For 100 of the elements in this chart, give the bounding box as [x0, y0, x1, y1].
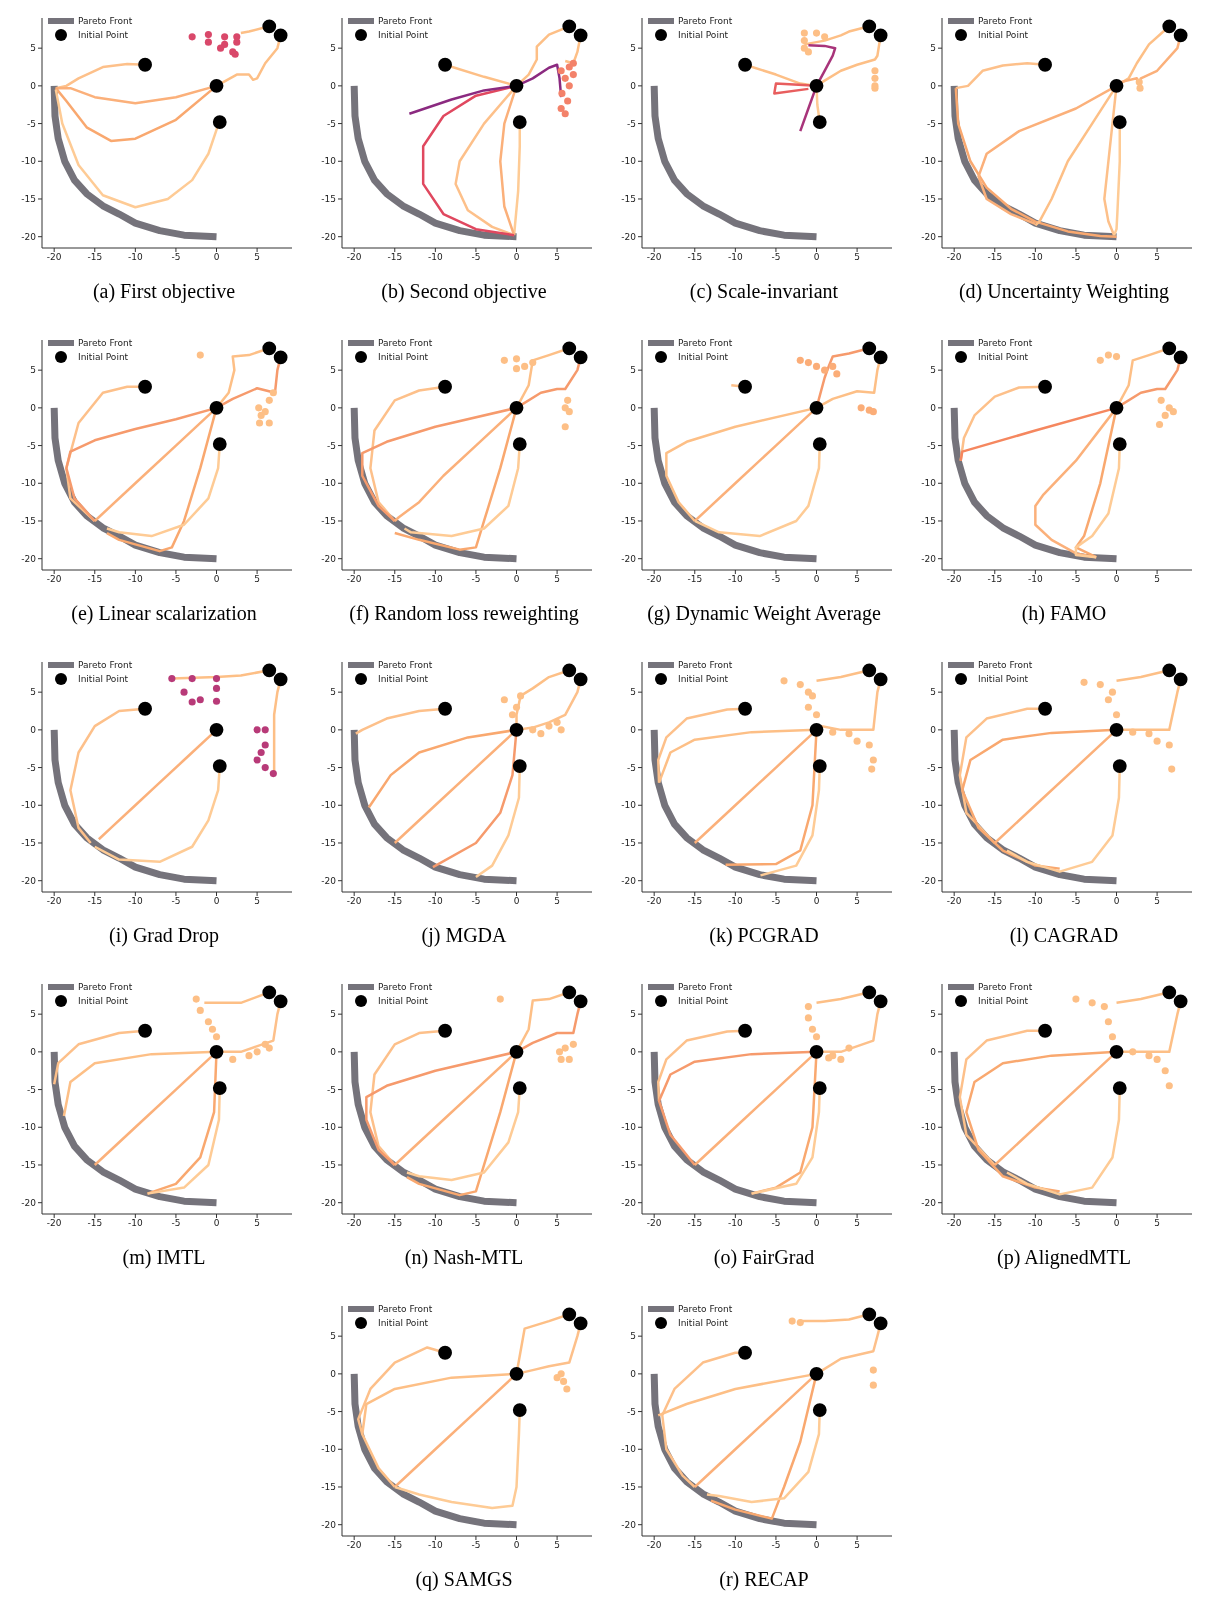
- y-tick-label: -5: [927, 1084, 936, 1095]
- x-tick-label: 5: [854, 1218, 860, 1229]
- x-tick-label: -20: [646, 252, 662, 263]
- x-tick-label: -20: [946, 1218, 962, 1229]
- x-axis-title: (j) MGDA: [420, 924, 508, 947]
- x-tick-label: -20: [46, 896, 62, 907]
- x-axis-title: (m) IMTL: [121, 1246, 207, 1269]
- y-tick-label: -20: [621, 1197, 637, 1208]
- x-tick-label: 5: [1154, 252, 1160, 263]
- y-tick-label: -10: [621, 800, 637, 811]
- y-tick-label: -5: [627, 762, 636, 773]
- x-axis-title: (q) SAMGS: [414, 1568, 514, 1591]
- y-tick-label: 0: [630, 1047, 637, 1058]
- legend-label: Initial Point: [678, 351, 729, 364]
- x-tick-label: -20: [346, 574, 362, 585]
- x-axis-title: (g) Dynamic Weight Average: [646, 602, 882, 625]
- y-tick-label: 5: [930, 365, 936, 376]
- y-tick-label: -5: [927, 440, 936, 451]
- y-tick-label: -15: [21, 516, 36, 527]
- x-tick-label: 5: [854, 574, 860, 585]
- y-tick-label: -15: [21, 1160, 36, 1171]
- y-tick-label: -15: [921, 838, 936, 849]
- y-tick-label: 0: [630, 1369, 637, 1380]
- y-tick-label: -5: [327, 762, 336, 773]
- x-axis-title: (b) Second objective: [380, 280, 548, 303]
- x-tick-label: -20: [346, 896, 362, 907]
- x-tick-label: 0: [813, 1540, 820, 1551]
- y-tick-label: -10: [921, 1122, 937, 1133]
- legend-label: Pareto Front: [678, 659, 733, 672]
- x-axis-title: (k) PCGRAD: [708, 924, 820, 947]
- x-tick-label: -20: [646, 896, 662, 907]
- y-tick-label: -20: [321, 875, 337, 886]
- y-tick-label: 5: [630, 43, 636, 54]
- legend-label: Initial Point: [78, 995, 129, 1008]
- y-tick-label: -5: [327, 1406, 336, 1417]
- x-tick-label: 0: [213, 574, 220, 585]
- y-tick-label: -15: [321, 516, 336, 527]
- x-tick-label: -20: [646, 1540, 662, 1551]
- y-tick-label: -10: [21, 478, 37, 489]
- x-tick-label: -15: [987, 1218, 1003, 1229]
- y-tick-label: -10: [621, 156, 637, 167]
- x-tick-label: -15: [687, 252, 703, 263]
- x-tick-label: -15: [87, 574, 103, 585]
- x-tick-label: -10: [1027, 574, 1043, 585]
- legend-label: Initial Point: [378, 351, 429, 364]
- y-tick-label: -10: [621, 478, 637, 489]
- y-tick-label: 0: [930, 81, 937, 92]
- x-tick-label: 5: [854, 896, 860, 907]
- x-tick-label: 5: [1154, 574, 1160, 585]
- legend-label: Initial Point: [678, 1317, 729, 1330]
- x-tick-label: 0: [813, 896, 820, 907]
- y-tick-label: 5: [30, 43, 36, 54]
- y-tick-label: 0: [930, 1047, 937, 1058]
- x-tick-label: 5: [854, 1540, 860, 1551]
- x-tick-label: -10: [1027, 252, 1043, 263]
- x-tick-label: 5: [254, 1218, 260, 1229]
- x-tick-label: -15: [687, 1218, 703, 1229]
- x-tick-label: -10: [127, 1218, 143, 1229]
- y-tick-label: -5: [627, 118, 636, 129]
- legend-label: Initial Point: [678, 673, 729, 686]
- y-tick-label: -10: [921, 800, 937, 811]
- y-tick-label: -15: [321, 194, 336, 205]
- y-tick-label: 0: [630, 725, 637, 736]
- x-tick-label: -20: [346, 1540, 362, 1551]
- x-tick-label: -20: [646, 574, 662, 585]
- legend-label: Pareto Front: [378, 1303, 433, 1316]
- legend-label: Pareto Front: [378, 15, 433, 28]
- x-tick-label: 5: [554, 1218, 560, 1229]
- x-tick-label: -10: [427, 1540, 443, 1551]
- y-tick-label: 5: [330, 1009, 336, 1020]
- x-tick-label: -15: [687, 1540, 703, 1551]
- x-tick-label: 0: [513, 574, 520, 585]
- x-axis-title: (p) AlignedMTL: [996, 1246, 1132, 1269]
- y-tick-label: 0: [330, 1369, 337, 1380]
- y-tick-label: -10: [621, 1444, 637, 1455]
- x-tick-label: -15: [387, 574, 403, 585]
- y-tick-label: 5: [330, 687, 336, 698]
- y-tick-label: -15: [321, 1160, 336, 1171]
- y-tick-label: -5: [927, 118, 936, 129]
- x-tick-label: -10: [727, 1540, 743, 1551]
- x-tick-label: 5: [554, 574, 560, 585]
- x-tick-label: 0: [513, 1218, 520, 1229]
- x-tick-label: -15: [987, 896, 1003, 907]
- y-tick-label: 5: [630, 1331, 636, 1342]
- x-axis-title: (c) Scale-invariant: [688, 280, 840, 303]
- legend-label: Pareto Front: [678, 337, 733, 350]
- y-tick-label: 5: [30, 687, 36, 698]
- legend-label: Pareto Front: [78, 981, 133, 994]
- x-tick-label: 0: [513, 252, 520, 263]
- legend-label: Initial Point: [78, 673, 129, 686]
- y-tick-label: -15: [921, 516, 936, 527]
- x-axis-title: (l) CAGRAD: [1008, 924, 1120, 947]
- x-axis-title: (a) First objective: [91, 280, 237, 303]
- x-tick-label: -10: [427, 896, 443, 907]
- legend-label: Pareto Front: [678, 15, 733, 28]
- x-tick-label: 0: [213, 252, 220, 263]
- legend-label: Initial Point: [978, 29, 1029, 42]
- x-tick-label: -15: [87, 896, 103, 907]
- x-tick-label: 5: [554, 1540, 560, 1551]
- y-tick-label: 0: [330, 725, 337, 736]
